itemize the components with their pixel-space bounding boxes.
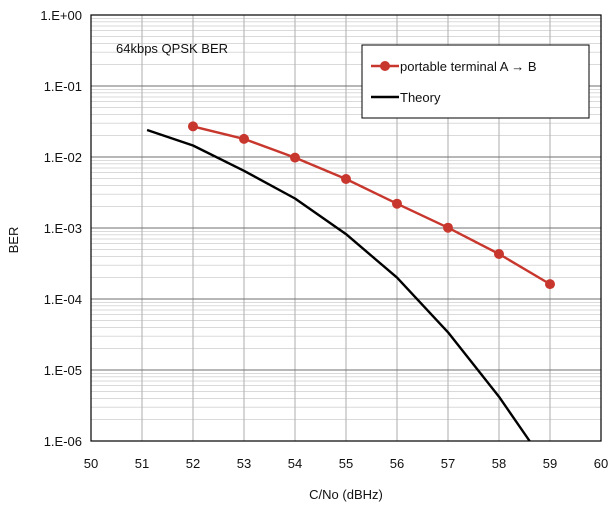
legend: portable terminal A → B Theory xyxy=(361,44,590,119)
series xyxy=(146,121,555,442)
data-point xyxy=(443,222,453,233)
y-tick-label: 1.E-03 xyxy=(44,221,82,236)
y-tick-label: 1.E-06 xyxy=(44,434,82,449)
legend-box xyxy=(361,44,590,119)
data-point xyxy=(239,133,249,144)
x-tick-label: 53 xyxy=(237,456,251,471)
data-point xyxy=(494,249,504,260)
legend-label: portable terminal A → B xyxy=(400,59,537,74)
data-point xyxy=(290,152,300,163)
x-tick-label: 58 xyxy=(492,456,506,471)
data-point xyxy=(545,279,555,290)
data-point xyxy=(341,173,351,184)
x-tick-label: 52 xyxy=(186,456,200,471)
x-tick-label: 59 xyxy=(543,456,557,471)
plot-frame xyxy=(90,14,602,442)
x-tick-label: 50 xyxy=(84,456,98,471)
y-tick-label: 1.E-04 xyxy=(44,292,82,307)
series-line xyxy=(146,128,531,442)
y-tick-label: 1.E-05 xyxy=(44,363,82,378)
tick-labels: 50 51 52 53 54 55 56 57 58 59 60 1.E+00 1.E-01 1.E-02… xyxy=(40,8,608,471)
y-tick-label: 1.E+00 xyxy=(40,8,82,23)
x-tick-label: 56 xyxy=(390,456,404,471)
data-point xyxy=(392,198,402,209)
x-tick-label: 57 xyxy=(441,456,455,471)
series-line xyxy=(192,125,551,286)
y-tick-label: 1.E-02 xyxy=(44,150,82,165)
legend-marker xyxy=(380,61,390,71)
data-point xyxy=(188,121,198,132)
y-tick-label: 1.E-01 xyxy=(44,79,82,94)
y-axis-title: BER xyxy=(6,227,21,254)
x-tick-label: 51 xyxy=(135,456,149,471)
x-tick-label: 54 xyxy=(288,456,302,471)
x-axis-title: C/No (dBHz) xyxy=(309,487,383,502)
chart-title: 64kbps QPSK BER xyxy=(116,41,228,56)
legend-label: Theory xyxy=(400,90,441,105)
x-tick-label: 60 xyxy=(594,456,608,471)
x-tick-label: 55 xyxy=(339,456,353,471)
